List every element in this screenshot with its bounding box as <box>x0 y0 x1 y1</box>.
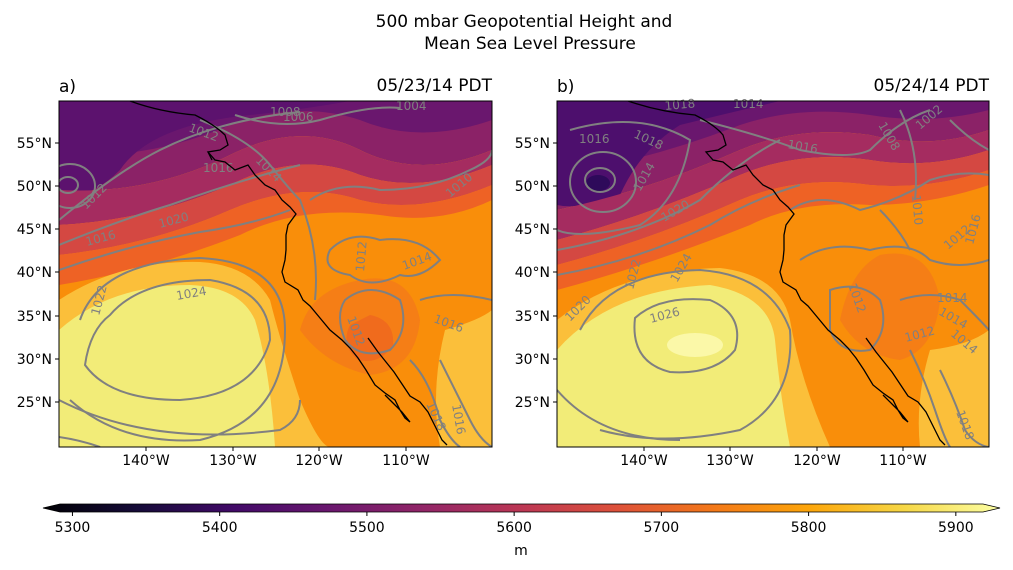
panel-b-contour-label: 1010 <box>909 194 926 226</box>
panel-a-contour-label: 1012 <box>353 241 370 273</box>
panel-b-y-tick-label: 40°N <box>515 265 550 281</box>
panel-a-y-tick-label: 55°N <box>17 136 52 152</box>
panel-b-x-axis: 140°W 130°W 120°W 110°W <box>620 447 927 469</box>
panel-b-contour-label: 1016 <box>786 137 819 156</box>
panel-b-y-tick-label: 25°N <box>515 395 550 411</box>
panel-b-contour-label: 1016 <box>579 132 610 146</box>
panel-a-y-tick-label: 25°N <box>17 395 52 411</box>
colorbar-ticks: 5300 5400 5500 5600 5700 5800 5900 <box>55 512 974 536</box>
panel-b-label: b) <box>557 77 574 97</box>
panel-b-coastline <box>627 101 946 446</box>
panel-a-contour-label: 1016 <box>203 161 234 175</box>
panel-b-y-tick-label: 35°N <box>515 309 550 325</box>
panel-a-y-axis: 55°N 50°N 45°N 40°N 35°N 30°N 25°N <box>17 136 59 411</box>
panel-b-y-tick-label: 45°N <box>515 222 550 238</box>
panel-b-x-tick-label: 120°W <box>793 453 841 469</box>
panel-a-y-tick-label: 40°N <box>17 265 52 281</box>
panel-a-x-axis: 140°W 130°W 120°W 110°W <box>122 447 430 469</box>
colorbar-tick-label: 5900 <box>938 520 974 536</box>
panel-a-contour-label: 1024 <box>175 284 208 303</box>
panel-a-x-tick-label: 140°W <box>122 453 170 469</box>
panel-b-x-tick-label: 130°W <box>706 453 754 469</box>
panel-b-x-tick-label: 140°W <box>620 453 668 469</box>
panel-a: a) 05/23/14 PDT <box>17 76 493 469</box>
panel-a-x-tick-label: 120°W <box>295 453 343 469</box>
panel-a-y-tick-label: 30°N <box>17 352 52 368</box>
colorbar-tick-label: 5300 <box>55 520 91 536</box>
panel-b-x-tick-label: 110°W <box>879 453 927 469</box>
panel-a-frame <box>58 100 493 448</box>
panel-b-y-tick-label: 50°N <box>515 179 550 195</box>
colorbar: 5300 5400 5500 5600 5700 5800 5900 m <box>42 503 1001 559</box>
panel-a-contour-label: 1008 <box>270 105 301 119</box>
panel-b-height-field <box>557 101 989 447</box>
panel-a-contour-label: 1006 <box>283 110 314 124</box>
colorbar-tick-label: 5700 <box>644 520 680 536</box>
panel-a-label: a) <box>59 77 76 97</box>
panel-b-y-axis: 55°N 50°N 45°N 40°N 35°N 30°N 25°N <box>515 136 557 411</box>
panel-b-contour-label: 1014 <box>733 97 764 111</box>
panel-a-coastline <box>129 101 448 446</box>
panel-a-y-tick-label: 50°N <box>17 179 52 195</box>
panel-a-contour-label: 1004 <box>396 99 427 113</box>
colorbar-tick-label: 5500 <box>349 520 385 536</box>
panel-b-date: 05/24/14 PDT <box>874 76 990 96</box>
panel-b-contour-label: 1014 <box>937 291 968 305</box>
figure-title-line2: Mean Sea Level Pressure <box>424 34 636 54</box>
panel-a-contour-label: 1016 <box>449 403 468 436</box>
panel-b: b) 05/24/14 PDT <box>515 76 990 469</box>
panel-a-height-field <box>59 101 492 447</box>
panel-a-x-tick-label: 110°W <box>382 453 430 469</box>
panel-a-x-tick-label: 130°W <box>209 453 257 469</box>
figure-title-line1: 500 mbar Geopotential Height and <box>376 12 673 32</box>
panel-a-pressure-contours <box>59 106 492 447</box>
panel-b-pressure-contours <box>557 109 989 447</box>
panel-a-y-tick-label: 45°N <box>17 222 52 238</box>
panel-b-y-tick-label: 55°N <box>515 136 550 152</box>
panel-b-frame <box>556 100 990 448</box>
colorbar-tick-label: 5400 <box>202 520 238 536</box>
panel-a-date: 05/23/14 PDT <box>377 76 493 96</box>
panel-b-contour-label: 1018 <box>664 96 696 113</box>
panel-b-y-tick-label: 30°N <box>515 352 550 368</box>
colorbar-label: m <box>514 543 528 559</box>
colorbar-tick-label: 5800 <box>791 520 827 536</box>
panel-a-y-tick-label: 35°N <box>17 309 52 325</box>
colorbar-bar <box>42 503 1001 513</box>
colorbar-tick-label: 5600 <box>496 520 532 536</box>
